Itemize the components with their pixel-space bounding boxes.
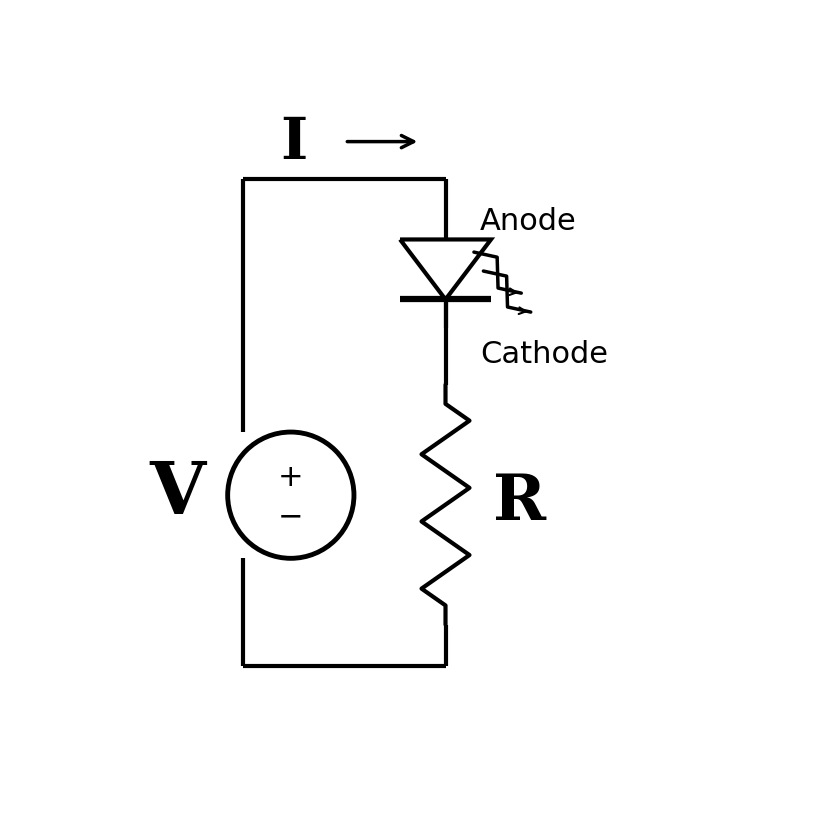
- Text: Cathode: Cathode: [480, 339, 608, 369]
- Text: +: +: [278, 462, 303, 491]
- Text: I: I: [280, 115, 307, 170]
- Text: V: V: [149, 457, 205, 528]
- Text: −: −: [278, 502, 303, 531]
- Text: R: R: [492, 472, 545, 532]
- Text: Anode: Anode: [480, 206, 577, 236]
